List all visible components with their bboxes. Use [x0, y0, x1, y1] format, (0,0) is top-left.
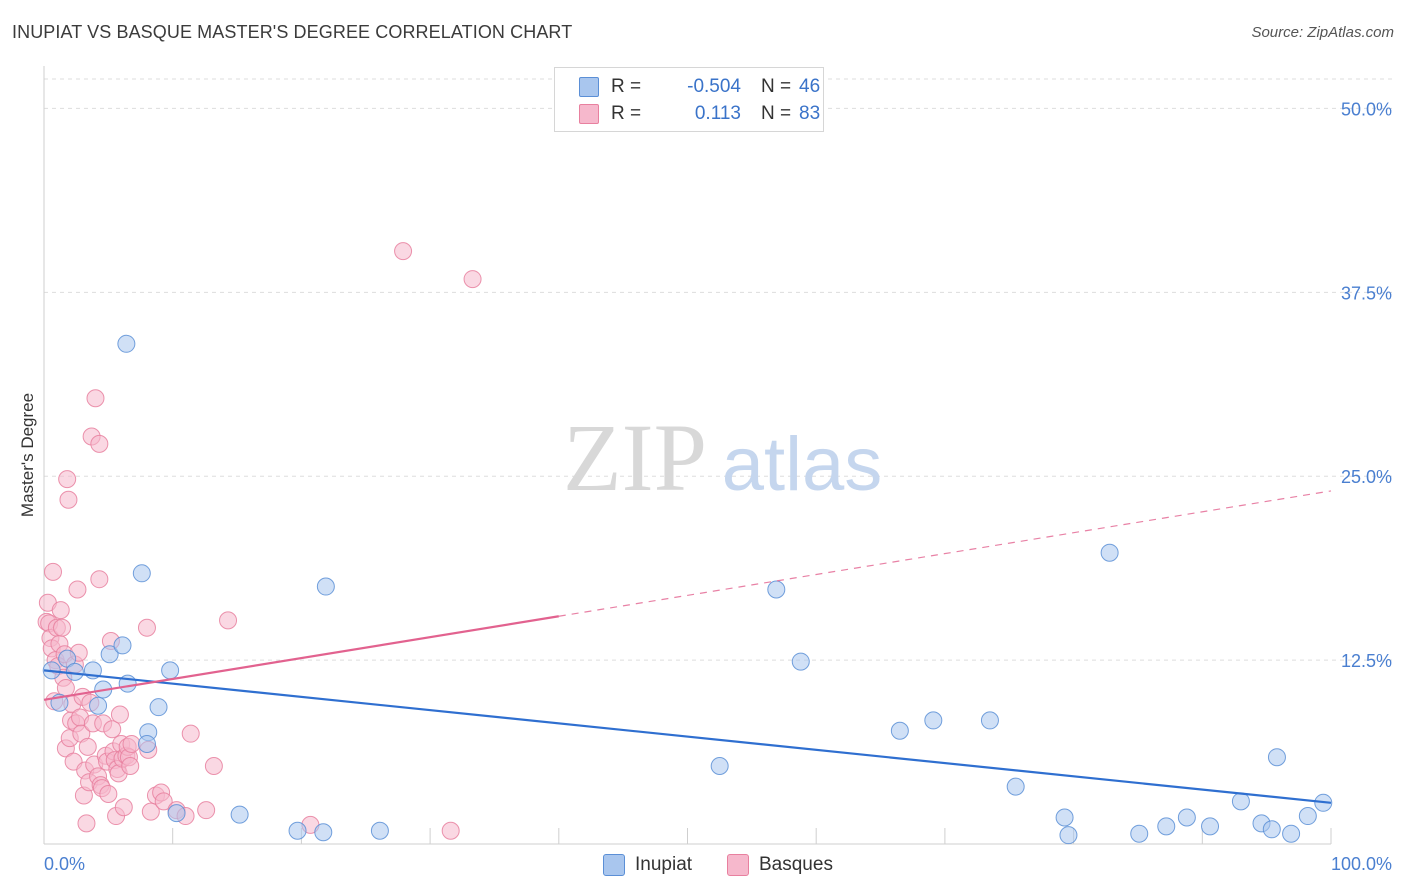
r-value: 0.113: [694, 103, 741, 124]
source-note: Source: ZipAtlas.com: [1251, 24, 1394, 41]
basques-point: [122, 734, 141, 753]
y-axis-label: Master's Degree: [18, 392, 37, 518]
x-tick-label: 0.0%: [44, 854, 85, 874]
inupiat-point: [1006, 777, 1025, 796]
basques-point: [110, 705, 129, 724]
n-value: 83: [799, 103, 821, 124]
y-tick-label: 25.0%: [1341, 467, 1392, 487]
basques-point: [90, 570, 109, 589]
basques-swatch: [727, 854, 749, 876]
basques-point: [77, 814, 96, 833]
inupiat-point: [167, 804, 186, 823]
inupiat-point: [924, 711, 943, 730]
stats-box: R = -0.504 N = 46 R = 0.113 N = 83: [554, 67, 824, 132]
inupiat-swatch: [579, 77, 599, 97]
x-tick-label: 100.0%: [1331, 854, 1392, 874]
legend-label-basques: Basques: [759, 854, 833, 875]
basques-point: [103, 720, 122, 739]
inupiat-point: [89, 696, 108, 715]
basques-point: [441, 821, 460, 840]
inupiat-point: [149, 698, 168, 717]
inupiat-point: [100, 645, 119, 664]
gridlines: [44, 78, 1392, 661]
series-basques-points: [37, 242, 482, 840]
inupiat-point: [1059, 826, 1078, 845]
inupiat-point: [316, 577, 335, 596]
inupiat-point: [1177, 808, 1196, 827]
basques-point: [78, 737, 97, 756]
inupiat-point: [710, 757, 729, 776]
inupiat-swatch: [603, 854, 625, 876]
basques-point: [121, 757, 140, 776]
basques-point: [59, 490, 78, 509]
basques-point: [53, 618, 72, 637]
basques-point: [463, 270, 482, 289]
tick-labels: 12.5% 25.0% 37.5% 50.0% 0.0% 100.0%: [44, 99, 1392, 874]
inupiat-trend-line: [43, 669, 1332, 804]
axes: [43, 66, 1332, 845]
trend-lines: [43, 490, 1332, 804]
inupiat-point: [1298, 807, 1317, 826]
basques-point: [51, 601, 70, 620]
basques-point: [141, 802, 160, 821]
y-tick-label: 50.0%: [1341, 99, 1392, 119]
basques-point: [137, 618, 156, 637]
basques-swatch: [579, 104, 599, 124]
basques-point: [86, 389, 105, 408]
y-tick-label: 37.5%: [1341, 283, 1392, 303]
inupiat-point: [980, 711, 999, 730]
inupiat-point: [791, 652, 810, 671]
inupiat-point: [1231, 792, 1250, 811]
basques-trend-line-dashed: [558, 490, 1332, 617]
inupiat-point: [230, 805, 249, 824]
r-label: R =: [611, 103, 642, 124]
inupiat-point: [1262, 820, 1281, 839]
inupiat-point: [117, 334, 136, 353]
n-value: 46: [799, 76, 821, 97]
chart-title: INUPIAT VS BASQUE MASTER'S DEGREE CORREL…: [12, 22, 573, 42]
watermark-atlas: atlas: [722, 422, 883, 507]
inupiat-point: [288, 821, 307, 840]
inupiat-point: [161, 661, 180, 680]
basques-point: [114, 798, 133, 817]
y-tick-label: 12.5%: [1341, 651, 1392, 671]
watermark-zip: ZIP: [563, 404, 707, 511]
inupiat-point: [58, 649, 77, 668]
r-label: R =: [611, 76, 642, 97]
inupiat-point: [767, 580, 786, 599]
inupiat-point: [1157, 817, 1176, 836]
basques-point: [90, 434, 109, 453]
basques-point: [44, 562, 63, 581]
inupiat-point: [132, 564, 151, 583]
legend: Inupiat Basques: [0, 852, 1406, 878]
basques-point: [204, 757, 223, 776]
inupiat-point: [890, 721, 909, 740]
basques-point: [99, 784, 118, 803]
inupiat-point: [1130, 824, 1149, 843]
basques-point: [219, 611, 238, 630]
inupiat-point: [113, 636, 132, 655]
basques-point: [394, 242, 413, 261]
basques-point: [197, 801, 216, 820]
basques-point: [154, 792, 173, 811]
n-label: N =: [761, 103, 792, 124]
inupiat-point: [137, 734, 156, 753]
inupiat-point: [314, 823, 333, 842]
n-label: N =: [761, 76, 792, 97]
inupiat-point: [1100, 543, 1119, 562]
inupiat-point: [1282, 824, 1301, 843]
inupiat-point: [370, 821, 389, 840]
watermark: ZIP atlas: [563, 404, 882, 511]
inupiat-point: [1267, 748, 1286, 767]
basques-trend-line: [43, 615, 559, 701]
r-value: -0.504: [687, 76, 741, 97]
basques-point: [181, 724, 200, 743]
legend-label-inupiat: Inupiat: [635, 854, 693, 875]
inupiat-point: [1201, 817, 1220, 836]
basques-point: [58, 470, 77, 489]
series-inupiat-points: [42, 334, 1333, 845]
inupiat-point: [1055, 808, 1074, 827]
basques-point: [68, 580, 87, 599]
